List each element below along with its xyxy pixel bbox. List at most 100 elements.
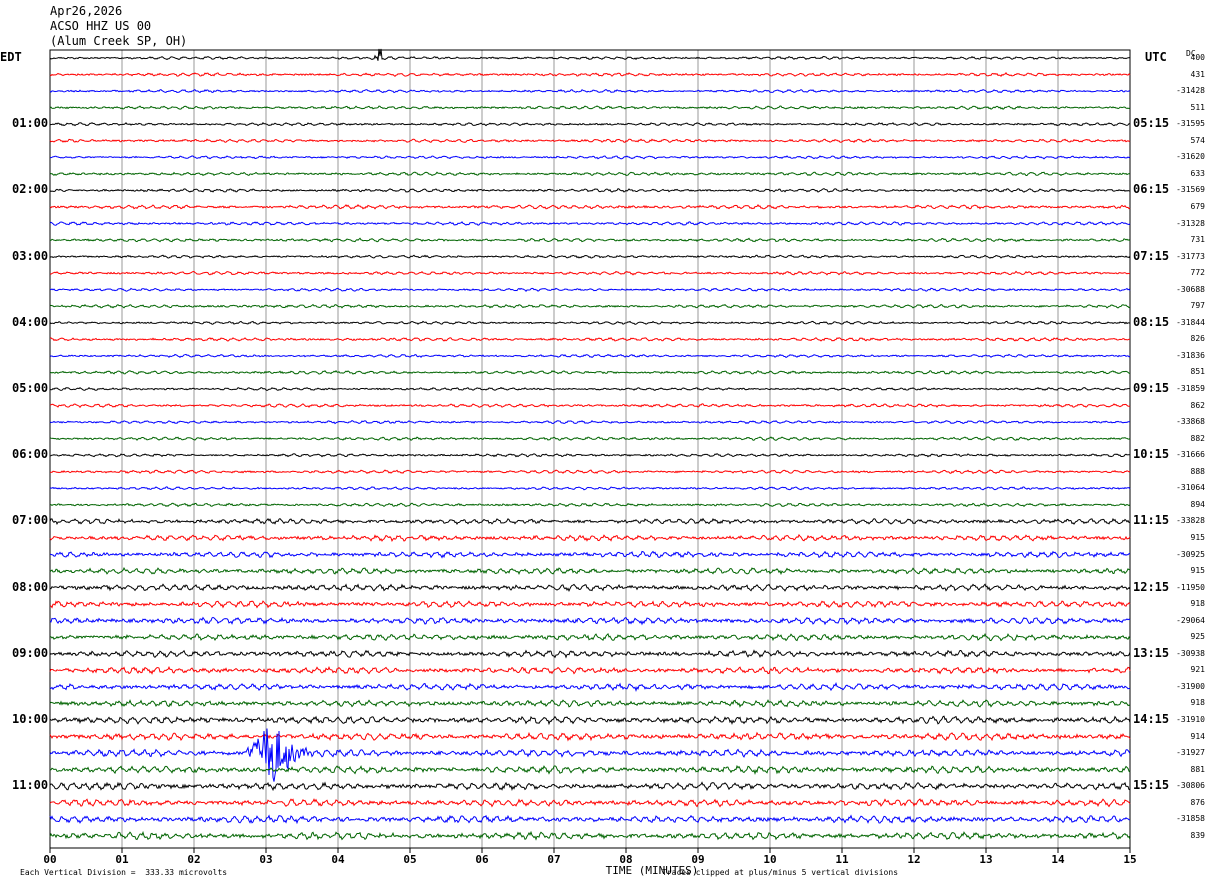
x-tick-label-05: 05 — [403, 853, 416, 866]
x-tick-label-03: 03 — [259, 853, 272, 866]
trace-row-13 — [49, 270, 1131, 276]
dc-offset: 918 — [1190, 698, 1205, 708]
trace-row-5 — [49, 138, 1131, 143]
trace-row-16 — [49, 320, 1131, 325]
right-hour-label: 10:15 — [1133, 447, 1170, 462]
trace-row-11 — [49, 237, 1131, 243]
trace-row-22 — [49, 420, 1131, 425]
dc-offset: 574 — [1190, 135, 1205, 145]
x-tick-label-14: 14 — [1051, 853, 1065, 866]
trace-row-32 — [49, 583, 1131, 593]
x-tick-label-00: 00 — [43, 853, 56, 866]
dc-offset: -31595 — [1176, 119, 1205, 129]
x-tick-label-15: 15 — [1123, 853, 1136, 866]
x-tick-label-07: 07 — [547, 853, 560, 866]
trace-row-25 — [50, 469, 1131, 475]
grid-lines — [49, 49, 1131, 849]
trace-row-36 — [49, 649, 1131, 659]
trace-row-0 — [49, 48, 1131, 61]
dc-offset: 731 — [1190, 235, 1205, 245]
dc-offset: 679 — [1190, 201, 1205, 211]
trace-row-33 — [49, 600, 1131, 609]
right-hour-label: 05:15 — [1133, 116, 1170, 131]
trace-row-26 — [49, 486, 1131, 491]
right-hour-label: 06:15 — [1133, 182, 1170, 197]
trace-row-29 — [49, 533, 1131, 542]
trace-row-42 — [49, 728, 1131, 782]
trace-row-47 — [49, 830, 1131, 841]
right-hour-label: 15:15 — [1133, 778, 1170, 793]
trace-row-28 — [49, 517, 1131, 526]
trace-row-6 — [50, 155, 1131, 160]
trace-row-21 — [49, 403, 1131, 409]
dc-offset: -31927 — [1176, 748, 1205, 758]
left-hour-label: 03:00 — [12, 248, 49, 263]
dc-offset: -30925 — [1176, 549, 1205, 559]
x-tick-label-02: 02 — [187, 853, 200, 866]
right-timezone-label: UTC — [1145, 50, 1167, 64]
dc-offset: -33828 — [1176, 516, 1205, 526]
trace-row-44 — [49, 781, 1131, 792]
trace-row-14 — [49, 287, 1131, 292]
dc-offset: 914 — [1190, 731, 1205, 741]
dc-offset: -30938 — [1176, 648, 1205, 658]
dc-offset: 918 — [1190, 599, 1205, 609]
dc-offset: 915 — [1190, 566, 1205, 576]
x-tick-label-10: 10 — [763, 853, 776, 866]
trace-row-35 — [49, 633, 1131, 642]
left-hour-label: 10:00 — [12, 712, 49, 726]
dc-offset: 797 — [1190, 301, 1205, 311]
dc-offset: 839 — [1190, 830, 1205, 840]
dc-offset: -31666 — [1176, 450, 1205, 460]
left-hour-label: 06:00 — [12, 447, 49, 462]
right-hour-label: 09:15 — [1133, 381, 1170, 395]
x-tick-label-04: 04 — [331, 853, 345, 866]
trace-row-40 — [49, 715, 1131, 726]
dc-offset: -31773 — [1176, 251, 1205, 261]
dc-offset: -31569 — [1176, 185, 1205, 195]
left-hour-label: 05:00 — [12, 381, 49, 395]
trace-row-20 — [49, 386, 1131, 391]
trace-row-45 — [49, 798, 1131, 808]
left-hour-label: 01:00 — [12, 116, 49, 131]
right-hour-label: 13:15 — [1133, 645, 1170, 660]
dc-offset: -30806 — [1176, 781, 1205, 791]
left-hour-label: 08:00 — [12, 579, 49, 594]
x-axis: 00 01 02 03 04 05 06 07 08 09 10 11 12 13 14 15 TIME (MI… — [43, 848, 1137, 877]
right-hour-label: 08:15 — [1133, 314, 1170, 329]
dc-offset: 772 — [1190, 268, 1205, 278]
trace-row-8 — [49, 187, 1131, 193]
left-timezone-label: EDT — [0, 50, 22, 64]
header-date: Apr26,2026 — [50, 4, 123, 18]
x-tick-label-06: 06 — [475, 853, 489, 866]
dc-offset: 882 — [1190, 433, 1205, 443]
trace-row-7 — [49, 171, 1131, 177]
trace-row-27 — [49, 502, 1131, 508]
left-hour-label: 11:00 — [12, 778, 49, 793]
trace-row-12 — [49, 254, 1131, 259]
dc-offset: 633 — [1190, 168, 1205, 178]
trace-row-34 — [49, 616, 1131, 626]
trace-row-24 — [49, 453, 1130, 458]
dc-offset: -31064 — [1176, 483, 1205, 493]
dc-offset: -31328 — [1176, 218, 1205, 228]
x-tick-label-08: 08 — [619, 853, 632, 866]
trace-row-9 — [49, 203, 1131, 210]
dc-offset: -11950 — [1176, 582, 1205, 592]
trace-row-18 — [49, 353, 1131, 359]
dc-offset: 431 — [1190, 69, 1205, 79]
dc-offset: -31836 — [1176, 350, 1205, 360]
left-hour-label: 07:00 — [12, 513, 49, 528]
trace-row-46 — [49, 814, 1130, 825]
dc-offset: -29064 — [1176, 615, 1205, 625]
trace-row-15 — [49, 303, 1131, 309]
trace-row-43 — [49, 764, 1131, 776]
dc-offset: -31858 — [1176, 814, 1205, 824]
trace-row-31 — [49, 567, 1130, 576]
dc-offset: 881 — [1190, 764, 1205, 774]
traces — [49, 48, 1131, 841]
left-hour-label: 04:00 — [12, 314, 49, 329]
scale-note: Each Vertical Division = 333.33 microvol… — [20, 868, 228, 877]
clip-note: Traces clipped at plus/minus 5 vertical … — [662, 868, 899, 877]
